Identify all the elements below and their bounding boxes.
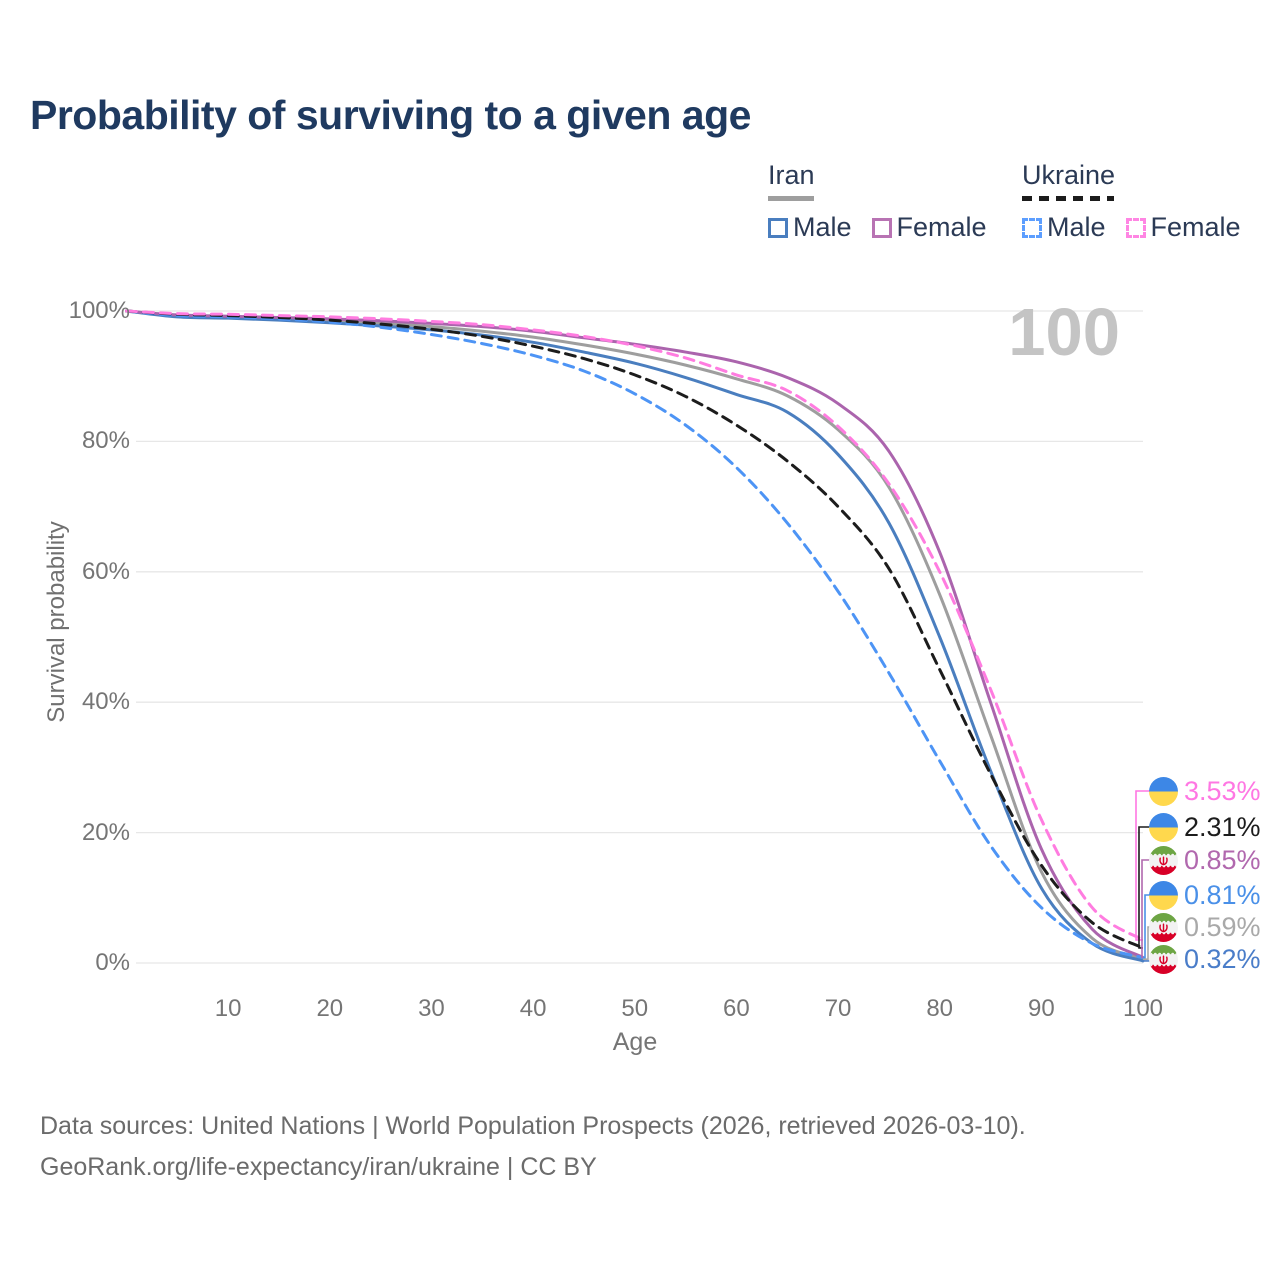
iran-female-swatch-icon <box>871 217 892 238</box>
gridlines <box>136 310 1143 964</box>
source-url-line: GeoRank.org/life-expectancy/iran/ukraine… <box>40 1153 597 1181</box>
legend-group-iran: Iran Male Female <box>768 160 987 243</box>
x-tick-80: 80 <box>926 995 954 1022</box>
end-label-ukraine-male: 0.81% <box>1149 879 1261 911</box>
iran-flag-icon <box>1149 913 1178 942</box>
leader-line-ukraine-female <box>1135 790 1150 941</box>
x-tick-30: 30 <box>418 995 445 1022</box>
x-tick-90: 90 <box>1027 995 1055 1022</box>
end-label-iran-female: 0.85% <box>1149 844 1261 876</box>
x-axis-title: Age <box>612 1028 658 1056</box>
hovered-age-annotation: 100 <box>1008 295 1120 370</box>
ukraine-female-swatch-icon <box>1125 217 1146 238</box>
x-tick-70: 70 <box>824 995 852 1022</box>
x-tick-100: 100 <box>1122 995 1164 1022</box>
end-label-iran-male: 0.32% <box>1149 943 1261 975</box>
end-value-text: 3.53% <box>1184 775 1261 806</box>
y-tick-80: 80% <box>81 427 130 455</box>
ukraine-flag-icon <box>1149 813 1178 842</box>
legend-ukraine-line-swatch <box>1022 196 1114 201</box>
legend-item-iran-male[interactable]: Male <box>768 212 852 243</box>
ukraine-flag-icon <box>1149 777 1178 806</box>
x-tick-10: 10 <box>214 995 242 1022</box>
x-tick-20: 20 <box>316 995 344 1022</box>
curve-iran-female[interactable] <box>125 309 1145 959</box>
y-tick-60: 60% <box>81 557 130 585</box>
iran-flag-icon <box>1149 846 1178 875</box>
ukraine-flag-icon <box>1149 881 1178 910</box>
iran-flag-icon <box>1149 945 1178 974</box>
legend-label: Female <box>1150 212 1241 242</box>
y-tick-0: 0% <box>95 949 130 976</box>
curve-ukraine-female[interactable] <box>125 309 1145 942</box>
legend-label: Male <box>1047 212 1106 242</box>
end-value-text: 0.85% <box>1184 844 1261 875</box>
end-label-ukraine-both-sexes: 2.31% <box>1149 811 1261 843</box>
leader-line-ukraine-both-sexes <box>1138 826 1150 949</box>
curve-ukraine-both[interactable] <box>125 309 1145 950</box>
x-tick-60: 60 <box>723 995 750 1022</box>
x-tick-50: 50 <box>621 995 649 1022</box>
legend-ukraine-title: Ukraine <box>1022 160 1116 190</box>
legend-item-iran-female[interactable]: Female <box>871 212 987 243</box>
end-value-text: 0.81% <box>1184 879 1261 910</box>
iran-male-swatch-icon <box>768 217 788 238</box>
curve-ukraine-male[interactable] <box>125 309 1145 960</box>
end-value-text: 0.32% <box>1184 943 1261 974</box>
leader-line-ukraine-male <box>1143 894 1150 959</box>
footer-attribution: Data sources: United Nations | World Pop… <box>40 1106 1026 1188</box>
legend-group-ukraine: Ukraine Male Female <box>1022 160 1241 243</box>
x-tick-40: 40 <box>519 995 547 1022</box>
end-value-text: 0.59% <box>1184 911 1261 942</box>
y-tick-40: 40% <box>81 688 130 716</box>
end-value-text: 2.31% <box>1184 811 1261 842</box>
data-sources-line: Data sources: United Nations | World Pop… <box>40 1112 1026 1140</box>
curve-iran-both[interactable] <box>125 309 1145 961</box>
legend-iran-line-swatch <box>768 196 814 201</box>
page-title: Probability of surviving to a given age <box>30 92 751 138</box>
legend-iran-title: Iran <box>768 160 815 190</box>
legend-item-ukraine-male[interactable]: Male <box>1022 212 1106 243</box>
legend-label: Female <box>896 212 987 242</box>
legend-item-ukraine-female[interactable]: Female <box>1125 212 1241 243</box>
y-tick-20: 20% <box>81 818 130 846</box>
y-tick-100: 100% <box>68 297 130 324</box>
legend-label: Male <box>793 212 852 242</box>
ukraine-male-swatch-icon <box>1022 217 1042 238</box>
leader-line-iran-female <box>1141 859 1150 959</box>
curve-iran-male[interactable] <box>125 309 1145 963</box>
end-label-iran-both-sexes: 0.59% <box>1149 911 1261 943</box>
end-label-ukraine-female: 3.53% <box>1149 775 1261 807</box>
